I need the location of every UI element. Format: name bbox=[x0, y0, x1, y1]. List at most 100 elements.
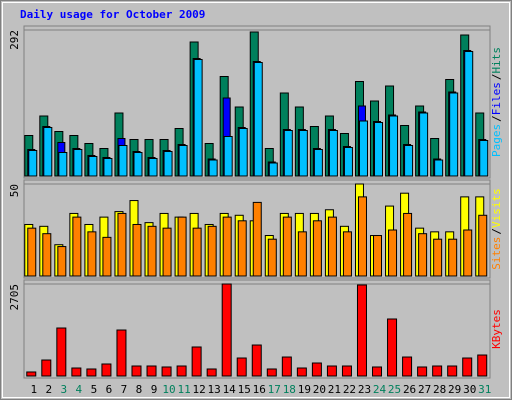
bar bbox=[118, 145, 128, 177]
bar bbox=[402, 356, 413, 377]
bar bbox=[193, 59, 203, 177]
bar bbox=[403, 212, 413, 277]
bar bbox=[148, 158, 158, 177]
x-tick-label: 2 bbox=[45, 383, 52, 396]
x-tick-label: 17 bbox=[268, 383, 281, 396]
x-tick-label: 9 bbox=[151, 383, 158, 396]
bar bbox=[208, 159, 218, 177]
x-tick-label: 22 bbox=[343, 383, 356, 396]
bar bbox=[447, 365, 458, 377]
y-tick-label: 292 bbox=[8, 30, 21, 50]
x-tick-label: 10 bbox=[162, 383, 175, 396]
legend-entry: Files bbox=[490, 82, 503, 115]
bar bbox=[176, 365, 187, 377]
bar bbox=[41, 359, 52, 377]
bar bbox=[327, 216, 337, 277]
x-tick-label: 4 bbox=[76, 383, 83, 396]
bar bbox=[342, 231, 352, 277]
bar bbox=[266, 368, 277, 377]
bar bbox=[222, 216, 232, 277]
bar bbox=[163, 151, 173, 177]
bar bbox=[387, 318, 398, 377]
bar bbox=[87, 231, 97, 277]
bar bbox=[58, 152, 68, 177]
bar bbox=[373, 235, 383, 277]
bar bbox=[389, 115, 399, 177]
bar bbox=[358, 120, 368, 177]
bar bbox=[103, 158, 113, 177]
bar bbox=[73, 149, 83, 177]
x-tick-label: 14 bbox=[223, 383, 237, 396]
bar bbox=[388, 229, 398, 277]
x-tick-label: 23 bbox=[358, 383, 371, 396]
x-tick-label: 5 bbox=[91, 383, 98, 396]
bar bbox=[133, 152, 143, 177]
x-tick-label: 11 bbox=[177, 383, 190, 396]
x-tick-label: 8 bbox=[136, 383, 143, 396]
bar bbox=[463, 229, 473, 277]
legend-separator: / bbox=[490, 74, 503, 81]
bar bbox=[477, 354, 488, 377]
bar bbox=[177, 216, 187, 277]
bar bbox=[252, 201, 262, 277]
bar bbox=[404, 145, 414, 177]
bar bbox=[88, 156, 98, 177]
bar bbox=[464, 51, 474, 177]
x-tick-label: 25 bbox=[388, 383, 401, 396]
bar bbox=[251, 344, 262, 377]
bar bbox=[57, 246, 67, 277]
bar bbox=[221, 283, 232, 377]
bar bbox=[147, 225, 157, 277]
bar bbox=[448, 238, 458, 277]
bar bbox=[26, 371, 37, 377]
bar bbox=[56, 327, 67, 377]
bar bbox=[478, 214, 488, 277]
legend-entry: KBytes bbox=[490, 309, 503, 349]
bar bbox=[71, 367, 82, 377]
x-tick-label: 20 bbox=[313, 383, 326, 396]
bar bbox=[449, 92, 459, 177]
bar bbox=[296, 367, 307, 377]
x-tick-label: 29 bbox=[448, 383, 461, 396]
bar bbox=[311, 362, 322, 377]
x-tick-label: 24 bbox=[373, 383, 387, 396]
y-tick-label: 50 bbox=[8, 184, 21, 197]
bar bbox=[117, 212, 127, 277]
x-tick-label: 1 bbox=[30, 383, 37, 396]
legend-entry: Visits bbox=[490, 188, 503, 228]
bar bbox=[206, 368, 217, 377]
bar bbox=[191, 346, 202, 377]
x-tick-label: 27 bbox=[418, 383, 431, 396]
bar bbox=[313, 149, 323, 177]
x-tick-label: 3 bbox=[61, 383, 68, 396]
bar bbox=[479, 140, 489, 177]
bar bbox=[374, 122, 384, 177]
bar bbox=[341, 365, 352, 377]
bar bbox=[433, 238, 443, 277]
bar bbox=[343, 147, 353, 177]
x-tick-label: 12 bbox=[193, 383, 206, 396]
x-tick-label: 6 bbox=[106, 383, 113, 396]
bar bbox=[281, 356, 292, 377]
bar bbox=[192, 227, 202, 277]
legend-entry: Hits bbox=[490, 47, 503, 74]
bar bbox=[328, 130, 338, 177]
bar bbox=[357, 196, 367, 277]
bar bbox=[298, 130, 308, 177]
bar bbox=[434, 159, 444, 177]
bar bbox=[417, 366, 428, 377]
bar bbox=[131, 365, 142, 377]
bar bbox=[161, 366, 172, 377]
x-tick-label: 7 bbox=[121, 383, 128, 396]
bar bbox=[282, 216, 292, 277]
bar bbox=[418, 233, 428, 277]
x-tick-label: 13 bbox=[208, 383, 221, 396]
x-tick-label: 21 bbox=[328, 383, 341, 396]
bar bbox=[372, 366, 383, 377]
bar bbox=[223, 136, 233, 177]
bar bbox=[237, 220, 247, 277]
bar bbox=[462, 357, 473, 377]
y-tick-label: 2705 bbox=[8, 284, 21, 311]
